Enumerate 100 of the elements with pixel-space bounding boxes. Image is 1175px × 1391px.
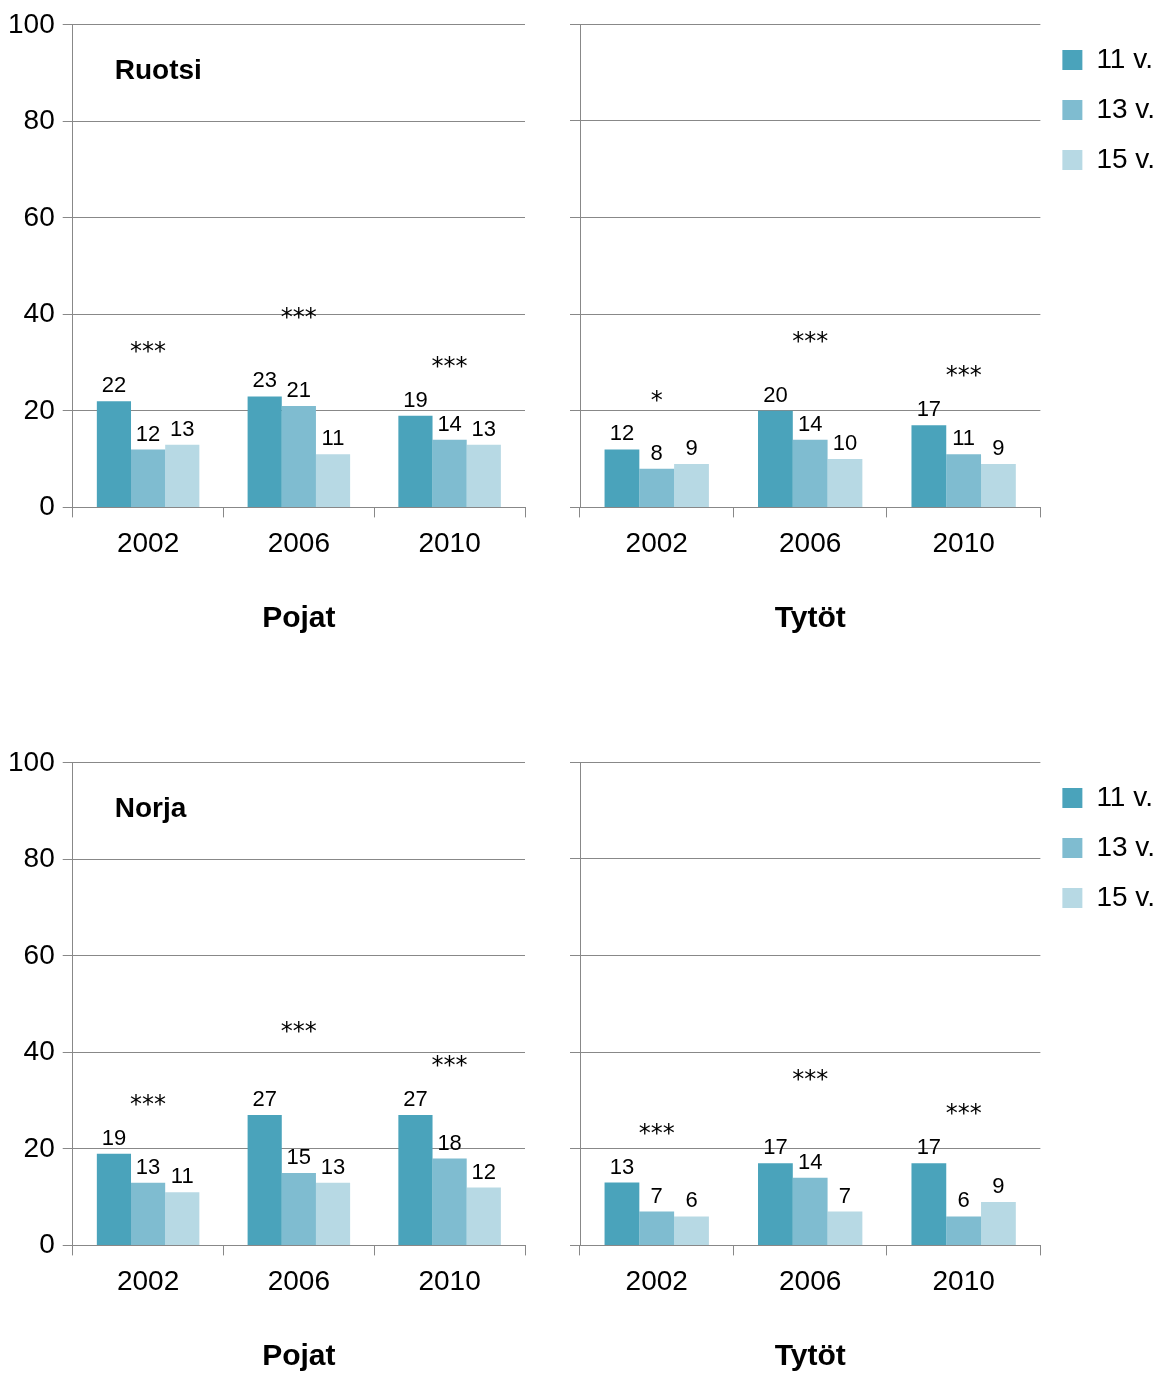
bar: [131, 1182, 166, 1245]
x-tick-label: 2002: [116, 1264, 180, 1296]
annotation: ***: [638, 1118, 675, 1147]
bar: [398, 415, 433, 507]
bar: [674, 463, 709, 507]
y-tick-label: 80: [23, 842, 55, 874]
x-tick-label: 2002: [116, 526, 180, 558]
data-label: 17: [763, 1134, 788, 1160]
y-tick-label: 60: [23, 200, 55, 232]
bar: [466, 444, 501, 507]
y-tick-label: 20: [23, 1131, 55, 1163]
bar: [131, 449, 166, 507]
data-label: 27: [252, 1086, 277, 1112]
x-tick-label: 2006: [267, 526, 331, 558]
data-label: 13: [320, 1153, 346, 1179]
bar: [827, 459, 863, 507]
bar: [639, 468, 675, 507]
bar: [247, 396, 282, 507]
bar: [604, 449, 640, 507]
x-tick-label: 2006: [779, 1264, 842, 1296]
bar: [981, 463, 1016, 507]
data-label: 14: [797, 1148, 823, 1174]
data-label: 11: [321, 425, 345, 451]
annotation: ***: [280, 303, 317, 332]
y-tick-label: 20: [23, 393, 55, 425]
x-tick-label: 2006: [779, 526, 842, 558]
x-tick-label: 2010: [418, 1264, 481, 1296]
bar: [96, 401, 132, 507]
bar: [604, 1182, 640, 1245]
annotation: *: [650, 385, 663, 414]
bar: [165, 444, 200, 507]
bar: [315, 454, 351, 507]
data-label: 13: [609, 1153, 635, 1179]
data-label: 11: [952, 425, 976, 451]
x-axis-title: Pojat: [262, 600, 336, 634]
data-label: 17: [916, 1134, 942, 1160]
text: Ruotsi: [114, 53, 202, 85]
bar: [247, 1115, 282, 1245]
bar: [315, 1182, 351, 1245]
bar: [758, 410, 793, 507]
text: Norja: [114, 791, 187, 823]
x-tick-label: 2002: [625, 1264, 688, 1296]
bar: [981, 1201, 1016, 1245]
x-axis-title: Tytöt: [774, 1338, 846, 1372]
bar: [946, 1216, 982, 1245]
annotation: ***: [280, 1017, 317, 1046]
bar: [827, 1211, 863, 1245]
bar: [432, 1158, 467, 1245]
x-tick-label: 2006: [267, 1264, 331, 1296]
data-label: 13: [170, 415, 195, 441]
y-tick-label: 80: [23, 104, 55, 136]
bar: [432, 439, 467, 507]
data-label: 9: [992, 1172, 1005, 1198]
bar: [165, 1192, 200, 1245]
bar: [466, 1187, 501, 1245]
y-tick-label: 100: [8, 745, 55, 777]
data-label: 6: [685, 1187, 698, 1213]
annotation: ***: [945, 1099, 982, 1128]
data-label: 12: [609, 420, 635, 446]
y-tick-label: 0: [39, 1228, 55, 1260]
data-label: 20: [763, 381, 788, 407]
bar: [674, 1216, 709, 1245]
legend-label: 13 v.: [1096, 830, 1155, 862]
legend-label: 13 v.: [1096, 92, 1155, 124]
bar: [911, 1163, 947, 1245]
annotation: ***: [130, 337, 167, 366]
data-label: 6: [957, 1187, 970, 1213]
bar: [758, 1163, 793, 1245]
data-label: 8: [650, 439, 663, 465]
annotation: ***: [431, 351, 468, 380]
data-label: 19: [403, 386, 428, 412]
annotation: ***: [792, 327, 829, 356]
y-tick-label: 40: [23, 297, 55, 329]
data-label: 18: [437, 1129, 462, 1155]
legend-label: 15 v.: [1096, 880, 1155, 912]
data-label: 7: [838, 1182, 852, 1208]
annotation: ***: [431, 1051, 468, 1080]
data-label: 10: [832, 430, 858, 456]
data-label: 23: [252, 367, 277, 393]
y-tick-label: 40: [23, 1035, 55, 1067]
data-label: 11: [170, 1163, 194, 1189]
data-label: 7: [650, 1182, 663, 1208]
x-tick-label: 2010: [932, 1264, 995, 1296]
legend-label: 11 v.: [1096, 780, 1153, 812]
data-label: 17: [916, 396, 942, 422]
data-label: 12: [471, 1158, 497, 1184]
data-label: 22: [101, 372, 127, 398]
data-label: 12: [135, 420, 161, 446]
bar: [281, 1173, 316, 1245]
legend-label: 11 v.: [1096, 42, 1153, 74]
x-tick-label: 2010: [418, 526, 481, 558]
x-axis-title: Pojat: [262, 1338, 336, 1372]
bar: [911, 425, 947, 507]
data-label: 9: [992, 434, 1005, 460]
x-tick-label: 2010: [932, 526, 995, 558]
bar: [639, 1211, 675, 1245]
annotation: ***: [792, 1065, 829, 1094]
annotation: ***: [130, 1089, 167, 1118]
y-tick-label: 0: [39, 490, 55, 522]
bar: [792, 1177, 828, 1245]
